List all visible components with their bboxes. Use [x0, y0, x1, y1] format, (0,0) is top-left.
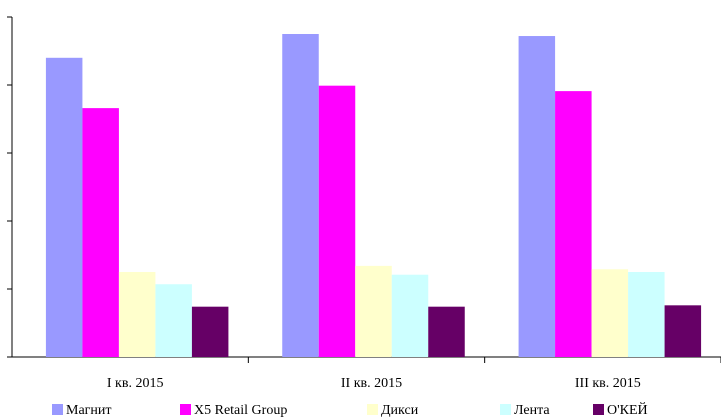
bar [118, 272, 156, 357]
bar [518, 36, 556, 357]
x-tick-label: I кв. 2015 [107, 376, 164, 391]
legend-swatch [593, 404, 604, 415]
bar [82, 108, 119, 358]
bar [45, 57, 83, 358]
legend-swatch [52, 404, 63, 415]
bar [282, 34, 319, 357]
bar [391, 274, 429, 357]
legend-swatch [367, 404, 378, 415]
bar [191, 306, 229, 357]
bar [355, 265, 392, 357]
bar [591, 269, 629, 357]
legend-label: Дикси [381, 403, 419, 418]
bar [628, 272, 665, 357]
legend-label: Лента [514, 403, 550, 418]
legend-label: О'КЕЙ [607, 401, 648, 418]
bar [155, 284, 192, 357]
legend-label: X5 Retail Group [194, 403, 287, 418]
bar [555, 91, 592, 358]
legend-label: Магнит [66, 403, 112, 418]
bar [428, 306, 465, 357]
legend-swatch [500, 404, 511, 415]
bar [664, 305, 702, 357]
x-tick-label: II кв. 2015 [341, 376, 402, 391]
x-tick-label: III кв. 2015 [575, 376, 641, 391]
legend-swatch [180, 404, 191, 415]
bar [318, 85, 356, 358]
